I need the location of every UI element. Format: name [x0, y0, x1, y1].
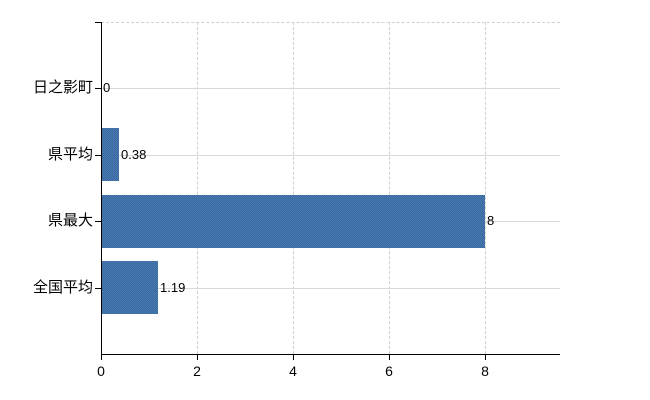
- bar: [101, 261, 158, 314]
- y-axis-line: [101, 22, 102, 355]
- x-tick: [101, 355, 102, 360]
- y-tick: [95, 22, 101, 23]
- v-gridline: [389, 22, 390, 354]
- bar-value-label: 0: [103, 80, 111, 95]
- x-tick-label: 4: [289, 363, 297, 379]
- x-tick: [389, 355, 390, 360]
- plot-top-border: [101, 22, 560, 23]
- y-category-label: 県最大: [47, 212, 93, 229]
- y-tick: [95, 221, 101, 222]
- x-tick-label: 0: [97, 363, 105, 379]
- v-gridline: [485, 22, 486, 354]
- v-gridline: [197, 22, 198, 354]
- bar-value-label: 8: [487, 213, 495, 228]
- y-category-label: 日之影町: [32, 79, 93, 96]
- x-tick-label: 2: [193, 363, 201, 379]
- x-tick: [485, 355, 486, 360]
- x-axis-line: [101, 354, 560, 355]
- y-category-label: 県平均: [47, 146, 93, 163]
- y-category-label: 全国平均: [32, 279, 93, 296]
- bar-value-label: 0.38: [121, 147, 147, 162]
- bar: [101, 128, 119, 181]
- h-gridline: [101, 88, 560, 89]
- h-gridline: [101, 155, 560, 156]
- x-tick: [293, 355, 294, 360]
- bar: [101, 195, 485, 248]
- bar-value-label: 1.19: [160, 280, 186, 295]
- y-tick: [95, 88, 101, 89]
- v-gridline: [293, 22, 294, 354]
- y-tick: [95, 288, 101, 289]
- h-gridline: [101, 288, 560, 289]
- x-tick-label: 8: [481, 363, 489, 379]
- x-tick: [197, 355, 198, 360]
- x-tick-label: 6: [385, 363, 393, 379]
- y-tick: [95, 155, 101, 156]
